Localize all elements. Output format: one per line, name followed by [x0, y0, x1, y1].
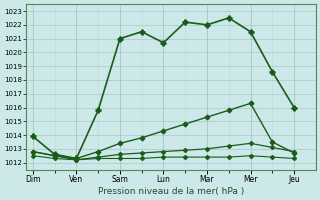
X-axis label: Pression niveau de la mer( hPa ): Pression niveau de la mer( hPa ): [98, 187, 244, 196]
